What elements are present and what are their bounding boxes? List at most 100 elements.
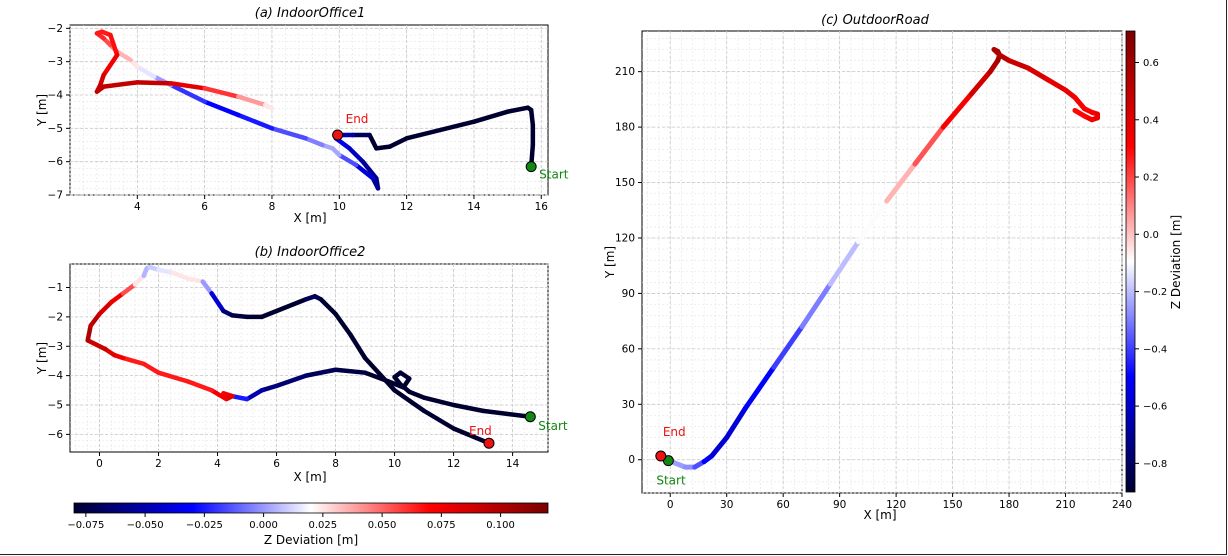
panel-c-markers: Start End [655, 425, 686, 488]
colorbar-tick-label: 0.000 [249, 520, 278, 531]
trajectory-segment [1044, 76, 1069, 93]
trajectory-segment [940, 91, 974, 130]
y-tick-label: 180 [615, 122, 635, 134]
trajectory-segment [274, 297, 309, 314]
colorbar-tick-label: 0.100 [486, 520, 515, 531]
panel-a-title: (a) IndoorOffice1 [255, 6, 365, 21]
trajectory-segment [185, 379, 214, 393]
trajectory-segment [97, 299, 114, 317]
x-tick-label: 6 [273, 458, 280, 470]
x-tick-label: 6 [201, 201, 208, 213]
x-tick-label: 2 [155, 458, 162, 470]
x-tick-label: 4 [134, 201, 141, 213]
trajectory-segment [109, 291, 126, 305]
y-tick-label: −1 [48, 282, 63, 294]
trajectory-segment [374, 144, 393, 151]
x-tick-label: 150 [943, 499, 963, 511]
trajectory-segment [108, 32, 120, 58]
trajectory-segment [185, 276, 206, 284]
x-tick-label: 16 [535, 201, 549, 213]
end-marker [332, 129, 344, 141]
panel-b-title: (b) IndoorOffice2 [255, 245, 366, 260]
panel-b-axes [69, 263, 549, 453]
trajectory-segment [85, 323, 93, 343]
panel-c-ylabel: Y [m] [603, 246, 617, 279]
start-marker [525, 161, 537, 173]
x-tick-label: 240 [1112, 499, 1132, 511]
x-tick-label: 4 [214, 458, 221, 470]
y-tick-label: −2 [48, 311, 63, 323]
panel-b: (b) IndoorOffice2 0 2 4 6 8 10 12 14 −6 −5 −4 −3 −2 −… [35, 245, 568, 484]
colorbar-tick-label: 0.2 [1143, 173, 1159, 184]
start-label: Start [539, 168, 569, 182]
panel-a-markers: Start End [332, 112, 569, 182]
trajectory-segment [362, 355, 397, 393]
y-tick-label: 120 [615, 232, 635, 244]
colorbar-tick-label: −0.025 [186, 520, 223, 531]
trajectory-segment [171, 270, 191, 281]
trajectory-segment [85, 338, 108, 352]
end-marker [655, 450, 667, 462]
trajectory-segment [855, 198, 890, 245]
x-tick-label: 14 [467, 201, 481, 213]
trajectory-segment [709, 435, 730, 459]
trajectory-segment [333, 367, 368, 375]
trajectory-segment [912, 124, 946, 167]
trajectory-segment [135, 80, 174, 86]
panel-b-grid [70, 263, 549, 452]
x-tick-label: 30 [720, 499, 733, 511]
y-tick-label: −7 [48, 190, 63, 202]
colorbar-horizontal-ticks: −0.075 −0.050 −0.025 0.000 0.025 0.050 0.075 0.… [67, 513, 515, 531]
trajectory-segment [259, 308, 279, 320]
trajectory-segment [392, 388, 427, 414]
colorbar-vertical-gradient [1125, 30, 1136, 493]
trajectory-segment [337, 152, 359, 168]
end-label: End [346, 112, 369, 126]
trajectory-segment [333, 311, 353, 337]
trajectory-segment [451, 426, 492, 446]
colorbar-horizontal-gradient [73, 502, 549, 514]
y-tick-label: 90 [622, 288, 635, 300]
trajectory-segment [114, 49, 133, 63]
trajectory-segment [156, 267, 176, 276]
y-tick-label: −3 [48, 341, 63, 353]
colorbar-vertical: −0.8 −0.6 −0.4 −0.2 0.0 0.2 0.4 0.6 Z Deviation… [1125, 30, 1183, 493]
panel-b-trajectory [85, 264, 533, 446]
y-tick-label: 60 [622, 343, 635, 355]
trajectory-segment [88, 311, 102, 328]
trajectory-segment [209, 291, 226, 314]
trajectory-segment [202, 99, 241, 118]
panel-b-ticks: 0 2 4 6 8 10 12 14 −6 −5 −4 −3 −2 −1 [48, 282, 520, 470]
trajectory-segment [303, 136, 325, 148]
panel-a-ticks: 4 6 8 10 12 14 16 −7 −6 −5 −4 −3 −2 [48, 23, 549, 213]
trajectory-segment [360, 159, 379, 181]
trajectory-segment [1025, 65, 1050, 82]
y-tick-label: 150 [615, 177, 635, 189]
trajectory-segment [724, 405, 749, 441]
colorbar-tick-label: 0.025 [309, 520, 338, 531]
y-tick-label: −4 [48, 370, 64, 382]
start-label: Start [656, 474, 686, 488]
panel-c-trajectory [665, 46, 1101, 470]
x-tick-label: 10 [388, 458, 401, 470]
x-tick-label: 180 [999, 499, 1019, 511]
colorbar-tick-label: −0.8 [1143, 459, 1167, 470]
trajectory-segment [407, 389, 427, 400]
trajectory-segment [421, 408, 456, 431]
trajectory-segment [209, 388, 229, 402]
end-label: End [469, 424, 492, 438]
panel-a-trajectory [94, 29, 536, 191]
trajectory-segment [353, 162, 376, 181]
colorbar-tick-label: 0.075 [427, 520, 456, 531]
colorbar-vertical-label: Z Deviation [m] [1169, 215, 1183, 309]
panel-c-ticks: 0 30 60 90 120 150 180 210 240 0 30 60 90 120 150 180 21… [615, 66, 1132, 511]
trajectory-segment [244, 388, 265, 402]
trajectory-segment [303, 367, 338, 378]
trajectory-segment [101, 52, 120, 78]
trajectory-segment [135, 64, 157, 79]
trajectory-segment [200, 279, 214, 296]
trajectory-segment [141, 361, 161, 375]
trajectory-segment [505, 105, 531, 114]
colorbar-tick-label: 0.050 [368, 520, 397, 531]
